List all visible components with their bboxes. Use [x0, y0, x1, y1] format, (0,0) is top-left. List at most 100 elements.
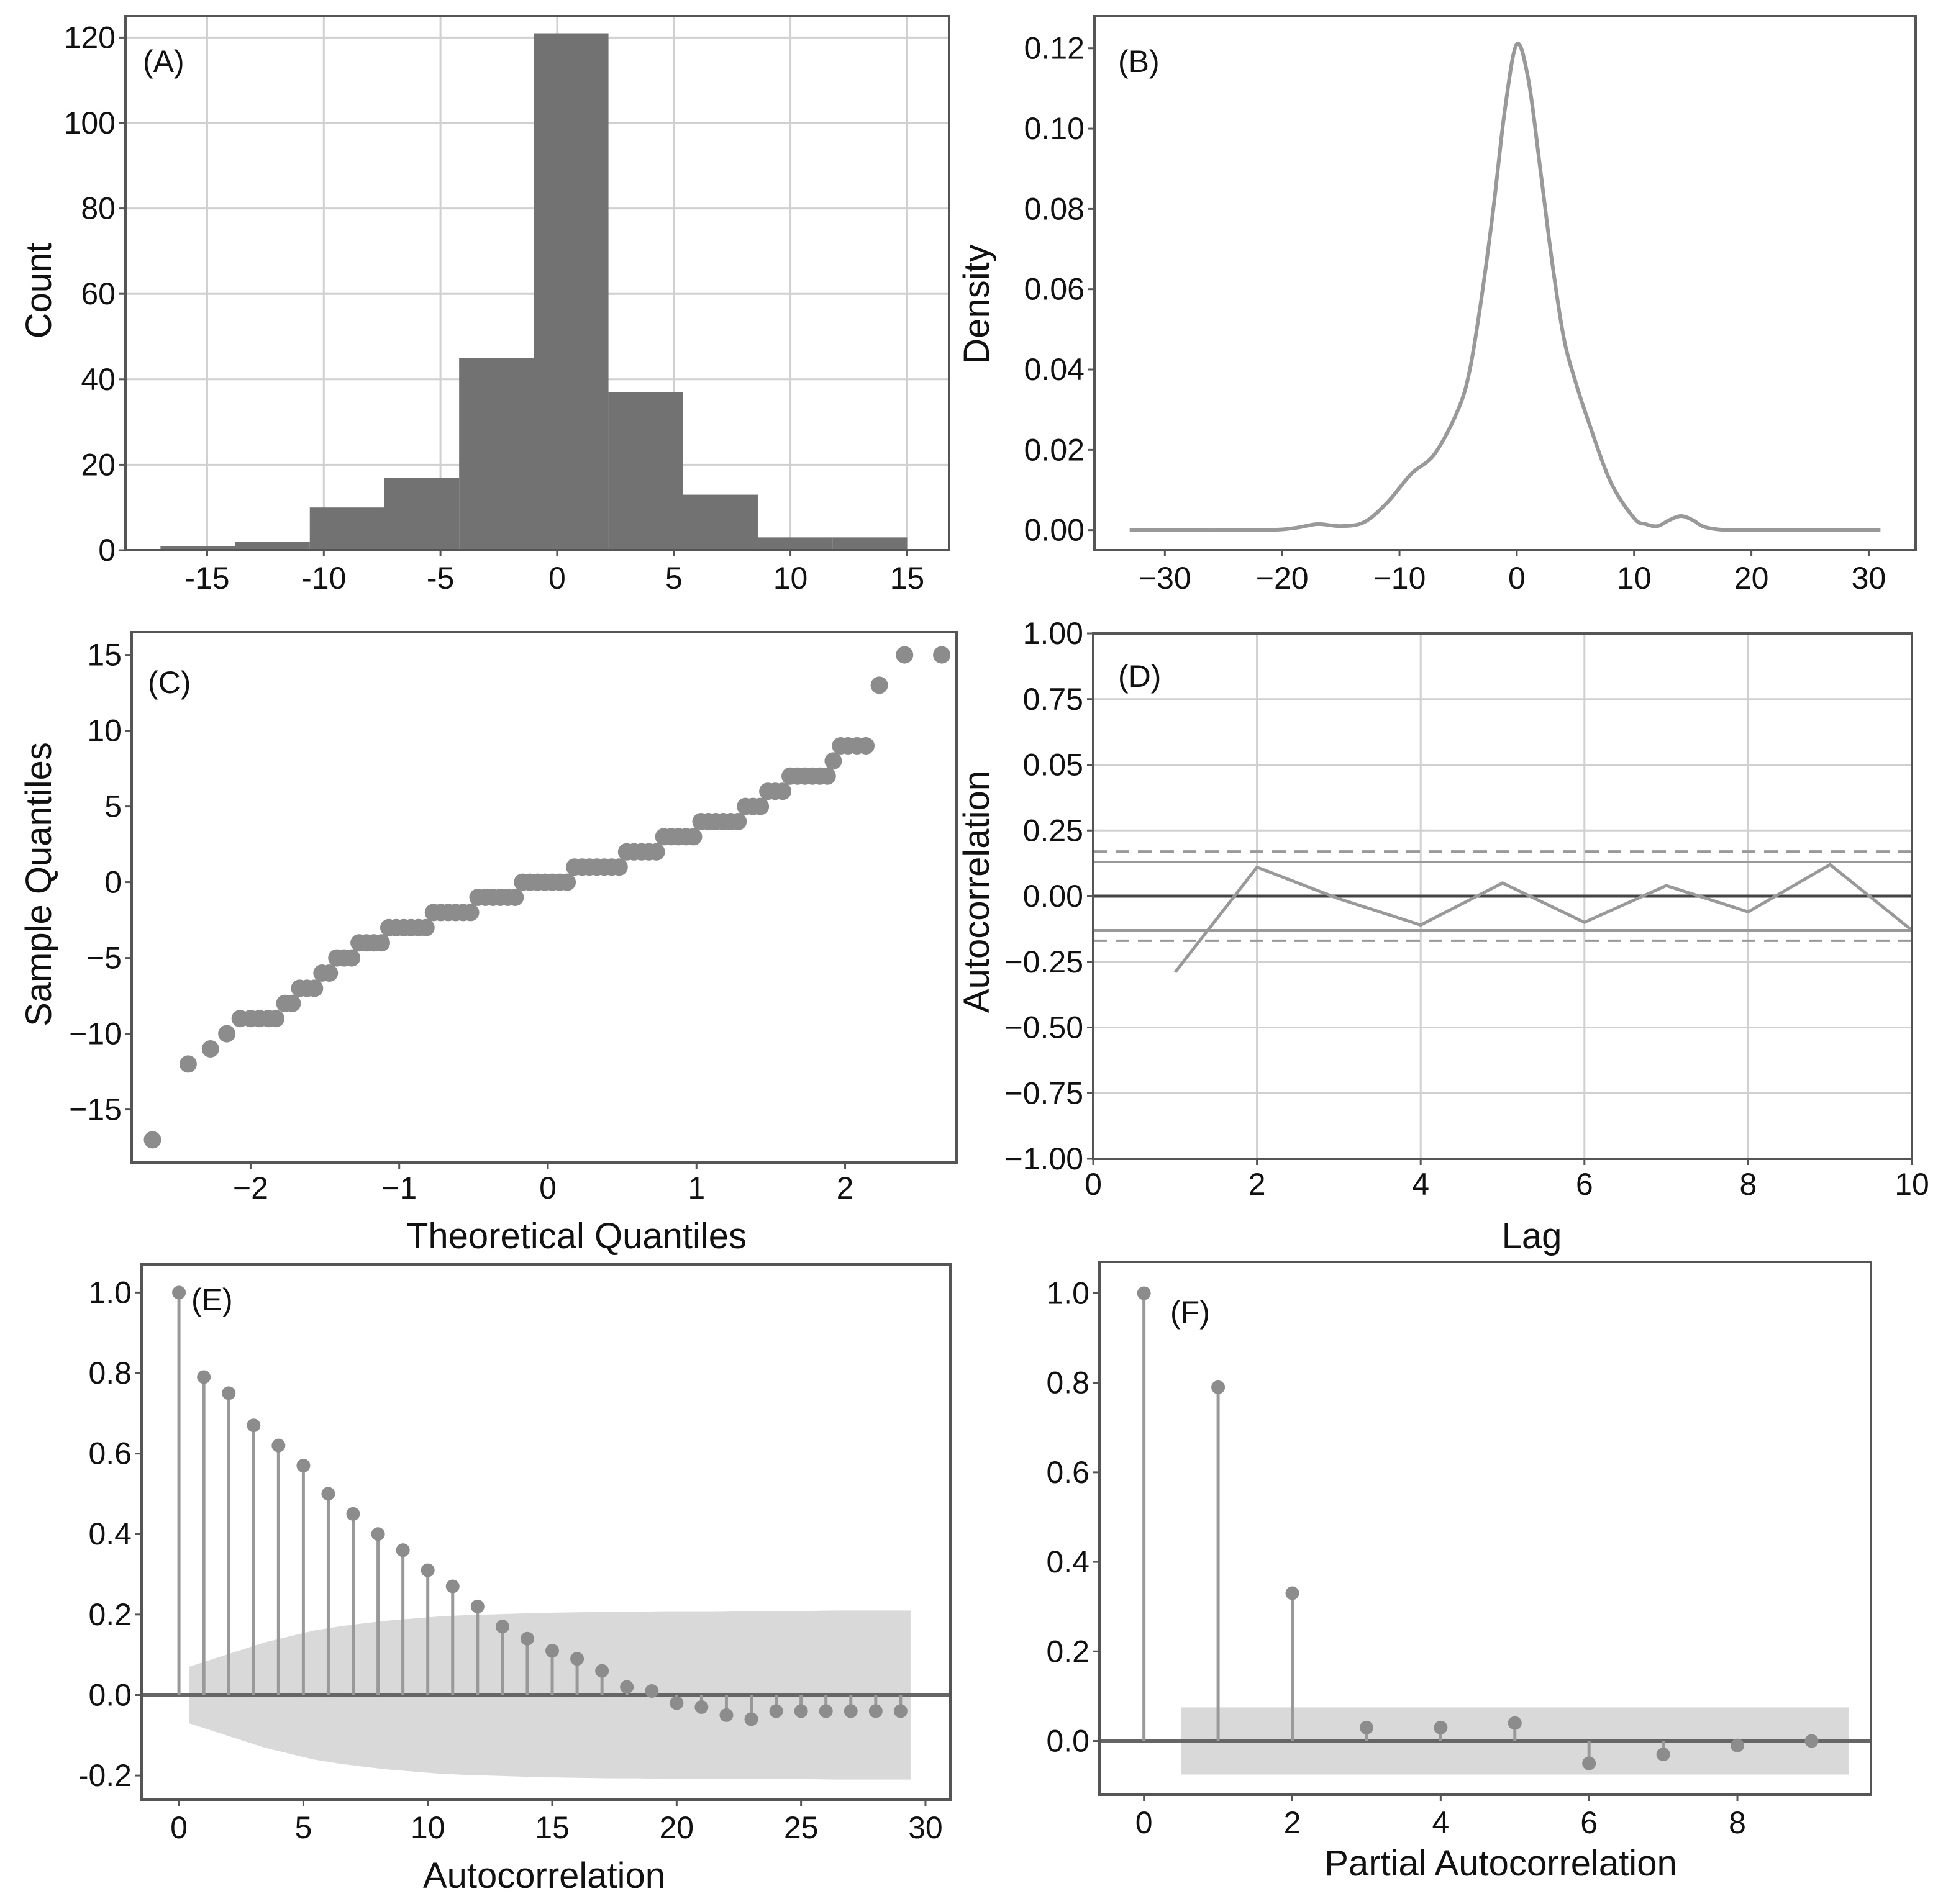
- stem-marker-22: [719, 1708, 734, 1722]
- histogram-bar-3: [384, 478, 460, 550]
- panel-c-y-tick-label-3: 0: [104, 865, 122, 900]
- panel-a-x-tick-label-1: -10: [301, 561, 346, 596]
- stem-marker-4: [271, 1438, 286, 1453]
- panel-b-y-tick-label-6: 0.12: [1024, 31, 1085, 66]
- panel-e-y-tick-label-5: 0.0: [88, 1677, 132, 1712]
- stem-marker-9: [396, 1543, 410, 1557]
- qq-point-83: [824, 752, 842, 770]
- panel-c-y-tick-label-2: −5: [86, 941, 122, 976]
- histogram-bar-9: [832, 537, 908, 550]
- panel-a-x-tick-label-6: 15: [890, 561, 925, 596]
- stem-marker-27: [844, 1704, 858, 1718]
- qq-point-28: [417, 918, 435, 936]
- stem-marker-21: [694, 1700, 709, 1714]
- panel-a-x-tick-label-3: 0: [548, 561, 566, 596]
- panel-e-y-tick-label-0: 1.0: [88, 1275, 132, 1310]
- panel-e-x-axis-label: Autocorrelation: [423, 1856, 665, 1896]
- panel-e-x-tick-label-6: 30: [908, 1810, 943, 1845]
- panel-label-b: (B): [1118, 44, 1160, 79]
- histogram-bar-8: [757, 537, 833, 550]
- panel-e-y-tick-label-1: 0.8: [88, 1356, 132, 1390]
- panel-a-plot-area: -15 -10 -5 0 5 10 15 0 20 40 60 80 100 120: [64, 15, 950, 596]
- qq-point-2: [201, 1040, 219, 1058]
- panel-d-x-tick-label-1: 2: [1249, 1167, 1266, 1202]
- stem-marker-3: [1359, 1720, 1373, 1734]
- stem-marker-18: [620, 1680, 634, 1694]
- qq-point-70: [729, 813, 747, 830]
- qq-point-40: [506, 889, 524, 906]
- panel-c-x-tick-label-3: 1: [688, 1171, 705, 1205]
- panel-b-ticks: −30 −20 −10 0 10 20 30 0.00 0.02 0.04 0.06 0.08 0.10…: [1024, 31, 1886, 596]
- qq-point-87: [857, 737, 875, 755]
- panel-d-y-tick-label-5: −0.25: [1004, 945, 1083, 979]
- panel-c-y-tick-label-0: −15: [69, 1092, 122, 1127]
- panel-f-y-tick-label-5: 0.0: [1046, 1723, 1090, 1758]
- qq-point-3: [218, 1025, 236, 1043]
- panel-a-frame: [124, 15, 950, 551]
- panel-d-y-tick-label-1: 0.75: [1023, 682, 1083, 717]
- panel-e-x-tick-label-5: 25: [784, 1810, 819, 1845]
- qq-point-1: [179, 1055, 197, 1073]
- panel-label-e: (E): [191, 1282, 233, 1317]
- panel-f-y-tick-label-2: 0.6: [1046, 1455, 1090, 1490]
- qq-point-82: [818, 767, 836, 785]
- panel-b-x-tick-label-1: −20: [1256, 561, 1309, 596]
- panel-c-x-tick-label-4: 2: [837, 1171, 854, 1205]
- panel-d-x-tick-label-2: 4: [1412, 1167, 1429, 1202]
- histogram-bar-5: [534, 33, 609, 550]
- panel-f-y-tick-label-0: 1.0: [1046, 1276, 1090, 1310]
- histogram-bar-1: [235, 542, 310, 550]
- qq-point-59: [647, 843, 665, 861]
- panel-f-pacf-plot: 0 2 4 6 8 1.0 0.8 0.6 0.4 0.2 0.0 (F) Partial Auto…: [1046, 1261, 1872, 1884]
- stem-marker-1: [197, 1370, 211, 1384]
- panel-a-y-tick-label-4: 80: [81, 191, 116, 226]
- panel-a-x-tick-label-5: 10: [773, 561, 808, 596]
- panel-b-x-tick-label-3: 0: [1508, 561, 1526, 596]
- stem-marker-17: [595, 1664, 609, 1678]
- panel-d-x-tick-label-4: 8: [1739, 1167, 1757, 1202]
- panel-e-x-tick-label-0: 0: [170, 1810, 188, 1845]
- panel-c-x-tick-label-1: −1: [381, 1171, 417, 1205]
- stem-marker-14: [520, 1631, 534, 1646]
- panel-f-x-tick-label-3: 6: [1580, 1805, 1598, 1840]
- panel-b-x-tick-label-4: 10: [1617, 561, 1652, 596]
- panel-a-ticks: -15 -10 -5 0 5 10 15 0 20 40 60 80 100 120: [64, 20, 925, 596]
- panel-a-marks: [160, 33, 908, 550]
- panel-d-x-axis-label: Lag: [1502, 1216, 1562, 1256]
- qq-point-54: [610, 858, 628, 876]
- stem-marker-5: [1508, 1716, 1522, 1730]
- panel-a-y-tick-label-6: 120: [64, 20, 116, 55]
- stem-marker-19: [645, 1684, 659, 1698]
- stem-marker-2: [222, 1386, 236, 1400]
- panel-a-y-tick-label-3: 60: [81, 276, 116, 311]
- panel-d-y-tick-label-4: 0.00: [1023, 879, 1083, 913]
- panel-a-y-axis-label: Count: [19, 243, 59, 339]
- panel-c-y-tick-label-5: 10: [87, 714, 122, 748]
- stem-marker-12: [470, 1599, 484, 1613]
- stem-marker-7: [346, 1507, 360, 1521]
- panel-a-x-tick-label-4: 5: [665, 561, 683, 596]
- panel-b-x-tick-label-2: −10: [1373, 561, 1426, 596]
- panel-f-y-tick-label-1: 0.8: [1046, 1366, 1090, 1400]
- qq-point-10: [283, 994, 301, 1012]
- density-curve: [1129, 42, 1881, 533]
- stem-marker-0: [172, 1285, 186, 1300]
- qq-point-15: [321, 964, 339, 982]
- panel-c-marks: [143, 646, 951, 1149]
- panel-c-x-tick-label-2: 0: [539, 1171, 557, 1205]
- histogram-bar-6: [608, 392, 683, 550]
- panel-b-density: −30 −20 −10 0 10 20 30 0.00 0.02 0.04 0.06 0.08 0.10…: [957, 15, 1917, 596]
- panel-label-d: (D): [1118, 659, 1161, 694]
- panel-d-y-tick-label-8: −1.00: [1004, 1141, 1083, 1176]
- histogram-bar-7: [683, 494, 758, 550]
- autocorrelation-line: [1173, 863, 1913, 974]
- stem-marker-3: [247, 1418, 261, 1433]
- stem-marker-26: [819, 1704, 833, 1718]
- panel-d-ticks: 0 2 4 6 8 10 1.00 0.75 0.05 0.25 0.00 −0.25 −0.50 −0.…: [1004, 616, 1929, 1202]
- stem-marker-15: [545, 1644, 560, 1658]
- panel-f-x-tick-label-4: 8: [1729, 1805, 1746, 1840]
- panel-b-x-tick-label-6: 30: [1852, 561, 1886, 596]
- panel-e-frame: [140, 1263, 952, 1801]
- stem-marker-16: [570, 1652, 585, 1666]
